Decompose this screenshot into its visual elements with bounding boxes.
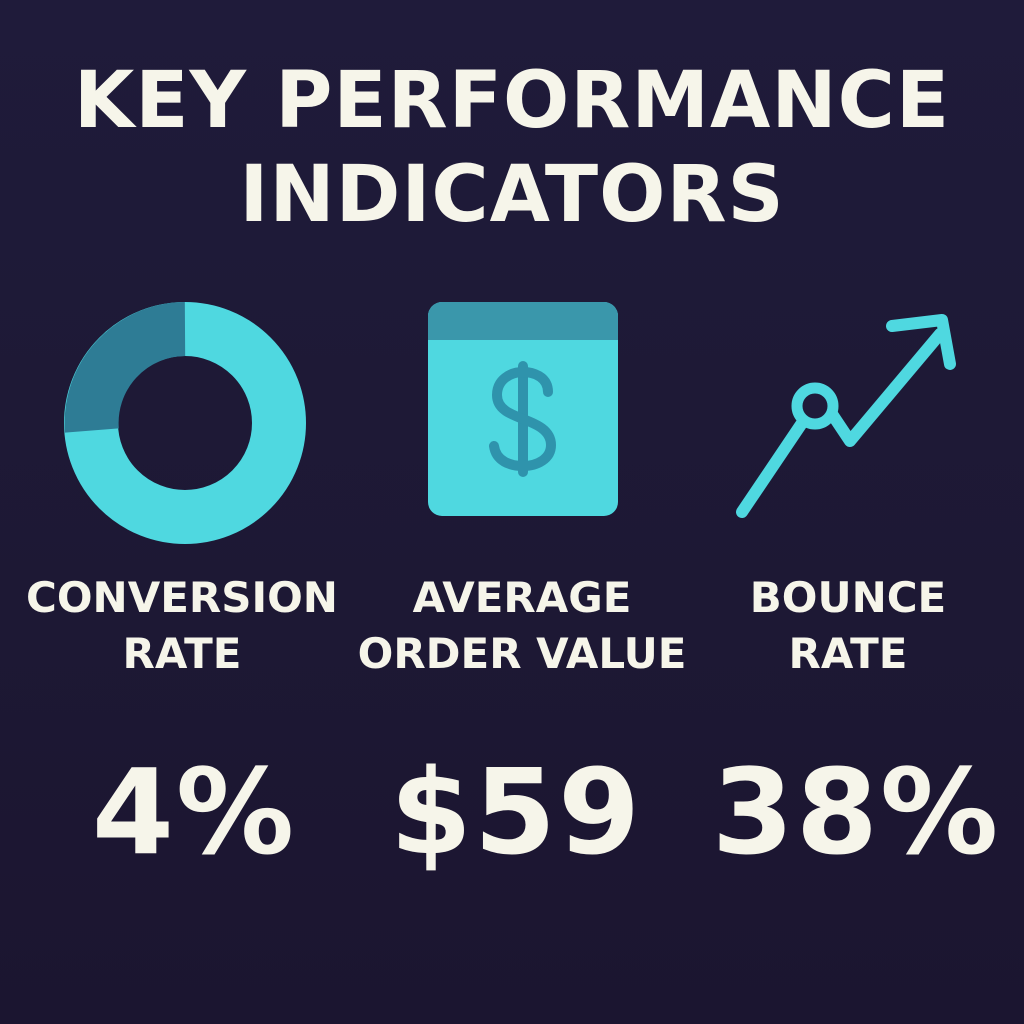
kpi-label-bounce-rate: BOUNCE RATE: [678, 570, 1018, 682]
kpi-label-line: RATE: [122, 629, 242, 678]
kpi-label-line: ORDER VALUE: [357, 629, 687, 678]
kpi-label-line: BOUNCE: [749, 573, 947, 622]
kpi-label-line: CONVERSION: [26, 573, 338, 622]
kpi-label-average-order-value: AVERAGE ORDER VALUE: [352, 570, 692, 682]
kpi-value-average-order-value: $59: [389, 743, 643, 881]
kpi-label-line: AVERAGE: [412, 573, 632, 622]
donut-chart-icon: [55, 296, 315, 556]
page-title-line-2: INDICATORS: [239, 150, 785, 240]
page-title-line-1: KEY PERFORMANCE: [73, 56, 951, 146]
kpi-label-line: RATE: [788, 629, 908, 678]
kpi-label-conversion-rate: CONVERSION RATE: [12, 570, 352, 682]
trend-up-arrow-icon: [730, 296, 970, 556]
kpi-value-bounce-rate: 38%: [711, 743, 1001, 881]
dollar-card-icon: [420, 296, 680, 556]
kpi-value-conversion-rate: 4%: [91, 743, 297, 881]
